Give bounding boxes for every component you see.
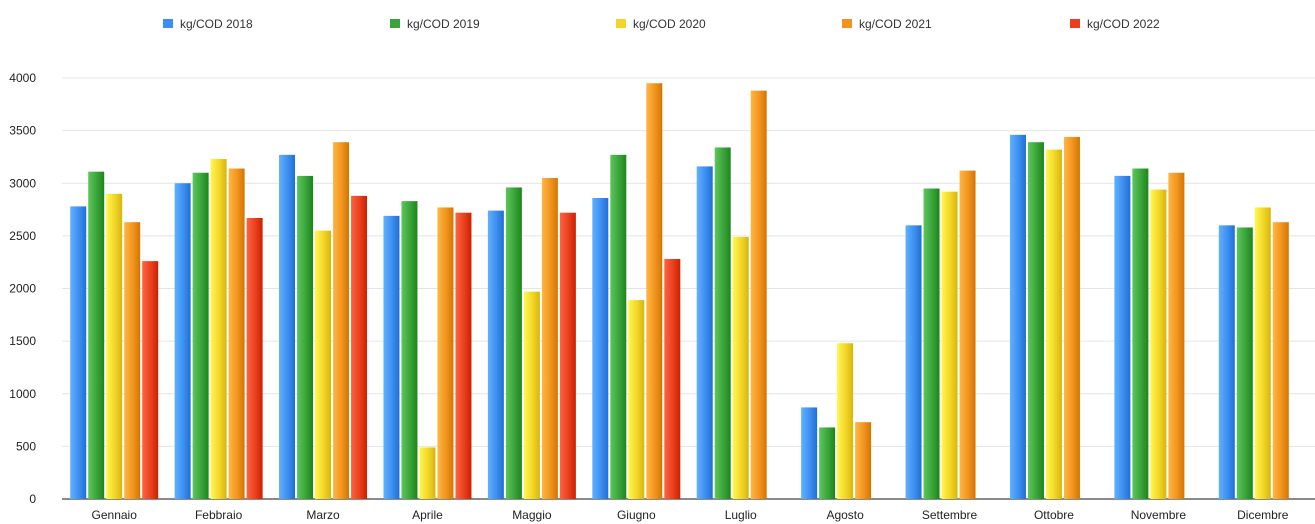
bar: [837, 343, 854, 499]
bar: [923, 188, 940, 499]
bar: [628, 300, 645, 499]
bar: [401, 201, 418, 499]
bar: [541, 177, 558, 500]
y-tick-label: 3000: [9, 176, 36, 190]
legend-label: kg/COD 2022: [1087, 17, 1160, 31]
bar: [1236, 227, 1253, 499]
x-tick-label: Marzo: [306, 508, 340, 522]
bar: [351, 195, 368, 499]
y-tick-label: 2500: [9, 229, 36, 243]
legend-item: kg/COD 2018: [163, 17, 253, 31]
y-axis: 0 500 1000 1500 2000 2500 3000 3500 4000: [9, 71, 36, 506]
legend-label: kg/COD 2021: [859, 17, 932, 31]
bar: [1009, 134, 1026, 499]
bar: [455, 212, 472, 499]
x-tick-label: Agosto: [826, 508, 864, 522]
x-tick-label: Settembre: [922, 508, 978, 522]
bar: [142, 261, 159, 499]
bar: [297, 175, 314, 499]
bar: [664, 259, 681, 499]
y-tick-label: 0: [29, 492, 36, 506]
legend: kg/COD 2018 kg/COD 2019 kg/COD 2020 kg/COD …: [163, 17, 1160, 31]
bar: [106, 193, 123, 499]
legend-swatch: [1070, 19, 1080, 28]
bar: [1150, 189, 1167, 499]
x-tick-label: Febbraio: [195, 508, 243, 522]
x-tick-label: Gennaio: [92, 508, 138, 522]
bar: [1027, 142, 1044, 499]
bar: [437, 207, 454, 499]
legend-swatch: [390, 19, 400, 28]
bar: [559, 212, 576, 499]
y-tick-label: 500: [16, 439, 36, 453]
bar: [383, 215, 400, 499]
x-tick-label: Maggio: [512, 508, 552, 522]
bar: [487, 210, 504, 500]
bar: [279, 154, 296, 499]
legend-swatch: [616, 19, 626, 28]
bar: [696, 166, 713, 499]
y-tick-label: 4000: [9, 71, 36, 85]
bar: [228, 168, 245, 499]
bar: [959, 170, 976, 499]
bar: [1218, 225, 1235, 499]
bar: [592, 197, 609, 500]
y-tick-label: 3500: [9, 124, 36, 138]
bar: [88, 171, 105, 500]
bar: [941, 191, 958, 500]
bar: [1168, 172, 1185, 499]
bar: [855, 422, 872, 499]
bar: [70, 206, 87, 499]
legend-item: kg/COD 2019: [390, 17, 480, 31]
legend-item: kg/COD 2020: [616, 17, 706, 31]
bar: [714, 147, 731, 499]
y-tick-label: 2000: [9, 282, 36, 296]
x-tick-label: Dicembre: [1237, 508, 1289, 522]
bar: [610, 154, 627, 499]
bar: [1132, 168, 1149, 499]
bar: [646, 83, 663, 499]
gridlines: [62, 77, 1315, 500]
bar: [192, 172, 209, 499]
x-axis: Gennaio Febbraio Marzo Aprile Maggio Giugno Lu…: [92, 508, 1289, 522]
bar: [905, 225, 922, 499]
bar: [801, 407, 818, 499]
x-tick-label: Aprile: [412, 508, 443, 522]
bar: [1045, 149, 1062, 499]
legend-item: kg/COD 2021: [842, 17, 932, 31]
bar: [333, 142, 350, 499]
bar: [505, 187, 522, 499]
bar: [732, 236, 749, 500]
bar: [819, 427, 836, 499]
bar: [124, 222, 141, 499]
legend-swatch: [163, 19, 173, 28]
legend-swatch: [842, 19, 852, 28]
bar: [1254, 207, 1271, 499]
x-tick-label: Novembre: [1131, 508, 1187, 522]
bar: [523, 291, 540, 499]
legend-item: kg/COD 2022: [1070, 17, 1160, 31]
legend-label: kg/COD 2020: [633, 17, 706, 31]
x-tick-label: Luglio: [725, 508, 757, 522]
bar: [750, 90, 767, 499]
bar: [210, 159, 227, 500]
x-tick-label: Ottobre: [1034, 508, 1074, 522]
y-tick-label: 1000: [9, 387, 36, 401]
y-tick-label: 1500: [9, 334, 36, 348]
x-tick-label: Giugno: [617, 508, 656, 522]
bar: [315, 230, 332, 500]
bar: [246, 217, 263, 500]
bar: [419, 447, 436, 499]
bars: [70, 83, 1289, 500]
bar: [1114, 175, 1131, 499]
legend-label: kg/COD 2019: [407, 17, 480, 31]
bar: [1063, 136, 1080, 499]
bar: [1272, 222, 1289, 499]
legend-label: kg/COD 2018: [180, 17, 253, 31]
bar: [174, 183, 191, 499]
